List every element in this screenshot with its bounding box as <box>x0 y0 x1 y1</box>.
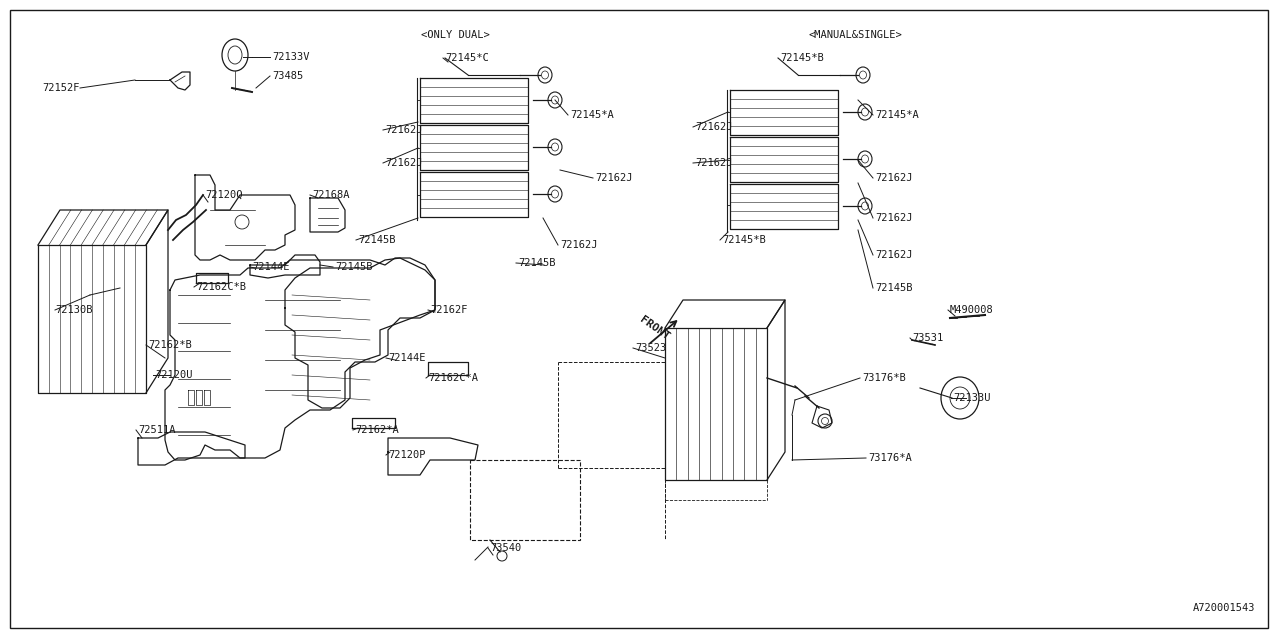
Text: 72120Q: 72120Q <box>205 190 242 200</box>
Text: 72162J: 72162J <box>876 213 913 223</box>
Text: 72162J: 72162J <box>876 250 913 260</box>
Text: FRONT: FRONT <box>637 314 672 342</box>
Text: <ONLY DUAL>: <ONLY DUAL> <box>421 30 489 40</box>
Text: 72162C*A: 72162C*A <box>428 373 477 383</box>
Text: 72145B: 72145B <box>876 283 913 293</box>
Ellipse shape <box>858 104 872 120</box>
Ellipse shape <box>950 387 970 409</box>
Text: 72511A: 72511A <box>138 425 175 435</box>
Text: 72168A: 72168A <box>312 190 349 200</box>
Ellipse shape <box>856 67 870 83</box>
Text: 72162J: 72162J <box>385 125 422 135</box>
Ellipse shape <box>822 417 828 424</box>
Ellipse shape <box>548 139 562 155</box>
Ellipse shape <box>818 414 832 428</box>
Text: 72145*A: 72145*A <box>570 110 613 120</box>
Ellipse shape <box>548 92 562 108</box>
Text: 73176*A: 73176*A <box>868 453 911 463</box>
Text: 72162J: 72162J <box>595 173 632 183</box>
Text: 72145B: 72145B <box>518 258 556 268</box>
Ellipse shape <box>941 377 979 419</box>
Text: 72162J: 72162J <box>876 173 913 183</box>
Ellipse shape <box>861 202 869 210</box>
Ellipse shape <box>859 71 867 79</box>
Text: 72162F: 72162F <box>430 305 467 315</box>
Text: 73540: 73540 <box>490 543 521 553</box>
Text: <MANUAL&SINGLE>: <MANUAL&SINGLE> <box>808 30 902 40</box>
Text: 72162J: 72162J <box>385 158 422 168</box>
Text: 72120U: 72120U <box>155 370 192 380</box>
Text: 73531: 73531 <box>911 333 943 343</box>
Ellipse shape <box>858 151 872 167</box>
Text: 73176*B: 73176*B <box>861 373 906 383</box>
Ellipse shape <box>538 67 552 83</box>
Text: 72133U: 72133U <box>954 393 991 403</box>
Text: 72162J: 72162J <box>695 122 732 132</box>
Text: 73523: 73523 <box>635 343 667 353</box>
Text: 72130B: 72130B <box>55 305 92 315</box>
Bar <box>470 460 580 540</box>
Ellipse shape <box>548 186 562 202</box>
Text: 72145*A: 72145*A <box>876 110 919 120</box>
Text: 72162J: 72162J <box>695 158 732 168</box>
Ellipse shape <box>221 39 248 71</box>
Ellipse shape <box>861 108 869 116</box>
Text: 73485: 73485 <box>273 71 303 81</box>
Text: 72162J: 72162J <box>561 240 598 250</box>
Text: 72152F: 72152F <box>42 83 79 93</box>
Ellipse shape <box>858 198 872 214</box>
Text: 72162C*B: 72162C*B <box>196 282 246 292</box>
Text: 72144E: 72144E <box>252 262 289 272</box>
Text: 72145*B: 72145*B <box>722 235 765 245</box>
Text: 72145*C: 72145*C <box>445 53 489 63</box>
Text: 72145B: 72145B <box>335 262 372 272</box>
Ellipse shape <box>552 96 558 104</box>
Ellipse shape <box>541 71 549 79</box>
Ellipse shape <box>552 143 558 151</box>
Ellipse shape <box>228 46 242 64</box>
Text: 72162*A: 72162*A <box>355 425 399 435</box>
Text: 72120P: 72120P <box>388 450 425 460</box>
Text: 72144E: 72144E <box>388 353 425 363</box>
Ellipse shape <box>861 155 869 163</box>
Ellipse shape <box>552 190 558 198</box>
Text: 72145*B: 72145*B <box>780 53 824 63</box>
Text: 72145B: 72145B <box>358 235 396 245</box>
Text: 72162*B: 72162*B <box>148 340 192 350</box>
Ellipse shape <box>236 215 250 229</box>
Text: A720001543: A720001543 <box>1193 603 1254 613</box>
Text: 72133V: 72133V <box>273 52 310 62</box>
Ellipse shape <box>497 551 507 561</box>
Text: M490008: M490008 <box>950 305 993 315</box>
